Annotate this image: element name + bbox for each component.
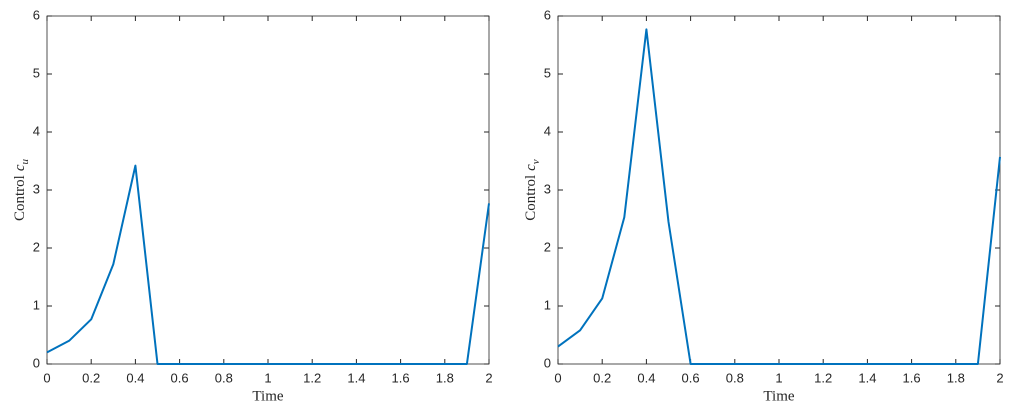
x-tick-label: 0.8	[726, 370, 744, 385]
x-axis-label: Time	[763, 388, 794, 404]
x-tick-label: 0.4	[126, 370, 144, 385]
y-tick-label: 1	[33, 297, 40, 312]
x-tick-label: 0.2	[593, 370, 611, 385]
x-tick-label: 2	[485, 370, 492, 385]
y-tick-label: 2	[544, 239, 551, 254]
y-tick-label: 0	[33, 355, 40, 370]
x-tick-label: 1.8	[436, 370, 454, 385]
y-tick-label: 3	[33, 181, 40, 196]
y-tick-label: 5	[33, 65, 40, 80]
x-tick-label: 0	[554, 370, 561, 385]
y-label-text: Control	[523, 175, 539, 221]
plot-area	[46, 15, 490, 365]
x-tick-label: 0.6	[682, 370, 700, 385]
x-tick-label: 0	[43, 370, 50, 385]
x-tick-label: 0.4	[637, 370, 655, 385]
x-tick-label: 1.6	[392, 370, 410, 385]
y-tick-label: 4	[33, 123, 40, 138]
x-tick-label: 1.4	[347, 370, 365, 385]
y-tick-label: 6	[544, 7, 551, 22]
x-axis-label: Time	[252, 388, 283, 404]
data-line	[46, 164, 490, 365]
y-tick-label: 4	[544, 123, 551, 138]
plot-area	[557, 15, 1001, 365]
x-tick-label: 1.4	[858, 370, 876, 385]
data-line	[557, 28, 1001, 365]
y-label-symbol: c	[523, 164, 539, 171]
x-tick-label: 2	[996, 370, 1003, 385]
x-tick-label: 1.2	[303, 370, 321, 385]
y-tick-label: 6	[33, 7, 40, 22]
x-tick-label: 1.6	[903, 370, 921, 385]
y-label-text: Control	[12, 175, 28, 221]
y-axis-label: Control cv	[523, 159, 541, 221]
x-tick-label: 1	[264, 370, 271, 385]
y-tick-label: 2	[33, 239, 40, 254]
y-label-subscript: v	[530, 159, 542, 164]
y-tick-label: 0	[544, 355, 551, 370]
y-axis-label: Control cu	[12, 158, 30, 221]
y-label-symbol: c	[12, 164, 28, 171]
y-tick-label: 3	[544, 181, 551, 196]
x-tick-label: 0.2	[82, 370, 100, 385]
x-tick-label: 0.6	[171, 370, 189, 385]
y-tick-label: 5	[544, 65, 551, 80]
y-tick-label: 1	[544, 297, 551, 312]
x-tick-label: 0.8	[215, 370, 233, 385]
x-tick-label: 1.2	[814, 370, 832, 385]
x-tick-label: 1.8	[947, 370, 965, 385]
y-label-subscript: u	[19, 158, 31, 164]
x-tick-label: 1	[775, 370, 782, 385]
